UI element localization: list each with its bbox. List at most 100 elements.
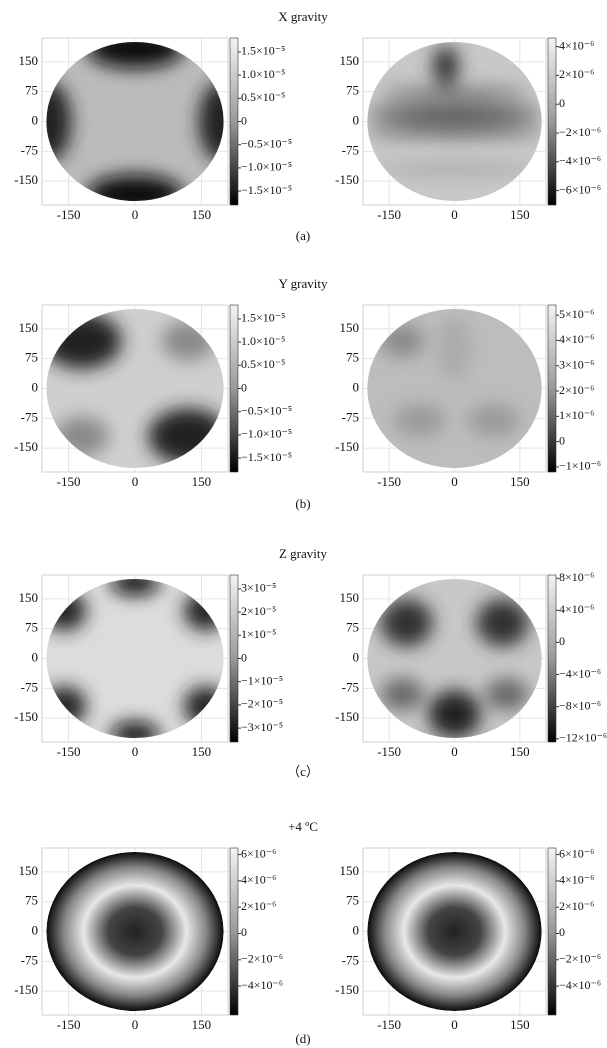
y-tick-label: 150 (19, 590, 39, 605)
field-pattern (380, 598, 529, 739)
heatmap-panel: -150 0 150 150 75 0 -75 -150 4×10⁻⁶ 2×10⁻⁶ 0 −2×10⁻… (335, 37, 601, 222)
row-title: Z gravity (279, 546, 328, 561)
field-blob (367, 107, 542, 120)
colorbar (229, 574, 239, 743)
field-blob (110, 722, 160, 739)
colorbar-tick-label: 3×10⁻⁵ (241, 581, 276, 595)
field-blob (380, 678, 425, 711)
colorbar-tick-label: 6×10⁻⁶ (241, 846, 276, 860)
plot-frame (41, 37, 229, 206)
x-tick-label: -150 (377, 207, 401, 222)
colorbar-tick-label: −3×10⁻⁵ (241, 720, 283, 734)
y-tick-label: 150 (19, 863, 39, 878)
field-pattern (380, 316, 520, 437)
colorbar-tick-label: 0 (559, 925, 565, 939)
field-blob (86, 41, 184, 69)
colorbar-tick-label: −1.0×10⁻⁵ (241, 160, 292, 174)
colorbar-tick-label: −1×10⁻⁶ (559, 459, 601, 473)
x-tick-label: 150 (510, 1017, 530, 1032)
x-tick-label: -150 (57, 474, 81, 489)
colorbar-tick-label: −12×10⁻⁶ (559, 731, 607, 745)
y-tick-label: -75 (342, 142, 359, 157)
y-tick-label: 150 (340, 863, 360, 878)
y-tick-label: 0 (32, 922, 39, 937)
y-tick-label: 75 (25, 620, 38, 635)
heatmap-field (367, 578, 542, 739)
field-blob (476, 598, 529, 647)
heatmap-field (46, 41, 224, 202)
y-tick-label: -150 (14, 709, 38, 724)
colorbar (547, 304, 557, 473)
heatmap-panel: -150 0 150 150 75 0 -75 -150 1.5×10⁻⁵ 1.0×10⁻⁵ 0.5… (14, 37, 292, 222)
field-base (46, 41, 224, 202)
heatmap-panel: -150 0 150 150 75 0 -75 -150 3×10⁻⁵ 2×10⁻⁵ 1×10⁻⁵ 0… (14, 574, 283, 759)
colorbar-tick-label: −4×10⁻⁶ (241, 978, 283, 992)
heatmap-panel: -150 0 150 150 75 0 -75 -150 8×10⁻⁶ 4×10⁻⁶ 0 −4×10⁻… (335, 570, 607, 759)
colorbar (547, 574, 557, 743)
plot-frame (362, 304, 547, 473)
x-tick-label: 0 (451, 474, 458, 489)
colorbar-tick-label: 1.0×10⁻⁵ (241, 334, 285, 348)
x-tick-label: 0 (451, 744, 458, 759)
y-tick-label: 150 (340, 53, 360, 68)
plot-frame (362, 37, 547, 206)
colorbar-tick-label: 0.5×10⁻⁵ (241, 90, 285, 104)
x-tick-label: -150 (57, 744, 81, 759)
colorbar (229, 37, 239, 206)
plot-frame (41, 574, 229, 743)
colorbar-tick-label: 6×10⁻⁶ (559, 846, 594, 860)
y-tick-label: 0 (353, 922, 360, 937)
y-tick-label: -75 (342, 409, 359, 424)
field-blob (110, 578, 160, 595)
subfigure-label: (a) (296, 228, 310, 243)
field-blob (46, 81, 72, 162)
x-tick-label: 150 (192, 744, 212, 759)
colorbar-tick-label: 0 (241, 113, 247, 127)
colorbar-tick-label: 0 (559, 433, 565, 447)
field-blob (198, 81, 224, 162)
colorbar-tick-label: 1.5×10⁻⁵ (241, 311, 285, 325)
field-blob (393, 404, 446, 437)
x-tick-label: -150 (57, 1017, 81, 1032)
heatmap-panel: -150 0 150 150 75 0 -75 -150 5×10⁻⁶ 4×10⁻⁶ 3×10⁻⁶ 2… (335, 304, 601, 489)
colorbar (229, 847, 239, 1016)
colorbar-tick-label: −4×10⁻⁶ (559, 978, 601, 992)
y-tick-label: -150 (14, 439, 38, 454)
colorbar-tick-label: 0 (241, 650, 247, 664)
y-tick-label: -75 (21, 142, 38, 157)
y-tick-label: 0 (32, 379, 39, 394)
colorbar-tick-label: 2×10⁻⁶ (559, 899, 594, 913)
x-tick-label: 0 (132, 744, 139, 759)
colorbar-tick-label: −2×10⁻⁶ (559, 125, 601, 139)
colorbar-tick-label: 4×10⁻⁶ (559, 332, 594, 346)
y-tick-label: 75 (346, 893, 359, 908)
colorbar-tick-label: −1.0×10⁻⁵ (241, 427, 292, 441)
y-tick-label: -150 (14, 172, 38, 187)
colorbar-tick-label: 2×10⁻⁶ (241, 899, 276, 913)
subfigure-label: （c） (287, 764, 319, 779)
colorbar-tick-label: −6×10⁻⁶ (559, 182, 601, 196)
colorbar-tick-label: −8×10⁻⁶ (559, 698, 601, 712)
colorbar-tick-label: 2×10⁻⁶ (559, 383, 594, 397)
plot-frame (41, 847, 229, 1016)
y-tick-label: 75 (346, 350, 359, 365)
field-blob (485, 678, 529, 711)
x-tick-label: 0 (132, 474, 139, 489)
colorbar (229, 304, 239, 473)
colorbar (547, 37, 557, 206)
field-blob (86, 174, 184, 202)
x-tick-label: -150 (377, 744, 401, 759)
subfigure-label: (b) (295, 496, 310, 511)
field-pattern (46, 41, 224, 202)
colorbar-tick-label: −4×10⁻⁶ (559, 666, 601, 680)
colorbar-tick-label: 0 (559, 634, 565, 648)
x-tick-label: 0 (132, 207, 139, 222)
y-tick-label: 75 (25, 893, 38, 908)
heatmap-field (367, 41, 542, 202)
plot-frame (362, 847, 547, 1016)
y-tick-label: -75 (342, 679, 359, 694)
colorbar-tick-label: −2×10⁻⁵ (241, 697, 283, 711)
heatmap-panel: -150 0 150 150 75 0 -75 -150 6×10⁻⁶ 4×10⁻⁶ 2×10⁻⁶ 0… (14, 846, 283, 1032)
colorbar-tick-label: −2×10⁻⁶ (559, 952, 601, 966)
x-tick-label: 0 (451, 207, 458, 222)
